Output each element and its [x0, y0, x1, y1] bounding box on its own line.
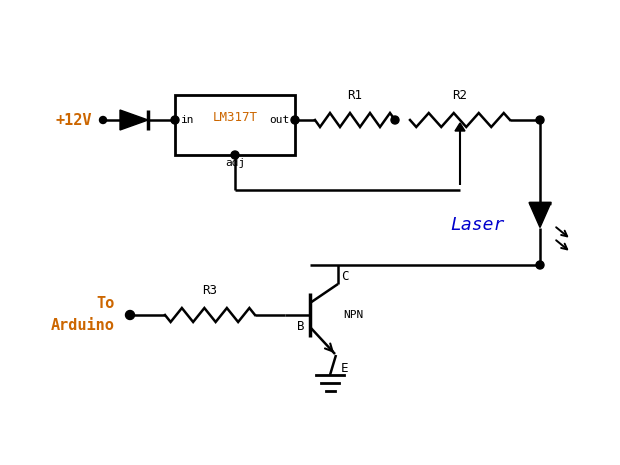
Text: R3: R3	[203, 284, 218, 297]
Text: Laser: Laser	[451, 216, 505, 234]
Circle shape	[291, 116, 299, 124]
Polygon shape	[529, 202, 551, 227]
Text: out: out	[270, 115, 290, 125]
Bar	[175, 95, 295, 155]
Text: R1: R1	[347, 89, 363, 102]
Text: E: E	[341, 362, 348, 375]
Circle shape	[536, 116, 544, 124]
Text: C: C	[341, 270, 348, 283]
Circle shape	[391, 116, 399, 124]
Text: To: To	[97, 295, 115, 311]
Circle shape	[231, 151, 239, 159]
Circle shape	[125, 311, 135, 319]
Text: Arduino: Arduino	[51, 318, 115, 332]
Circle shape	[171, 116, 179, 124]
Circle shape	[99, 117, 107, 124]
Text: in: in	[181, 115, 195, 125]
Text: LM317T: LM317T	[213, 111, 257, 124]
Circle shape	[536, 261, 544, 269]
Text: NPN: NPN	[343, 310, 363, 320]
Text: +12V: +12V	[55, 113, 92, 127]
Polygon shape	[455, 123, 465, 131]
Polygon shape	[120, 110, 148, 130]
Text: adj: adj	[225, 158, 245, 168]
Text: B: B	[298, 320, 305, 333]
Text: R2: R2	[453, 89, 467, 102]
